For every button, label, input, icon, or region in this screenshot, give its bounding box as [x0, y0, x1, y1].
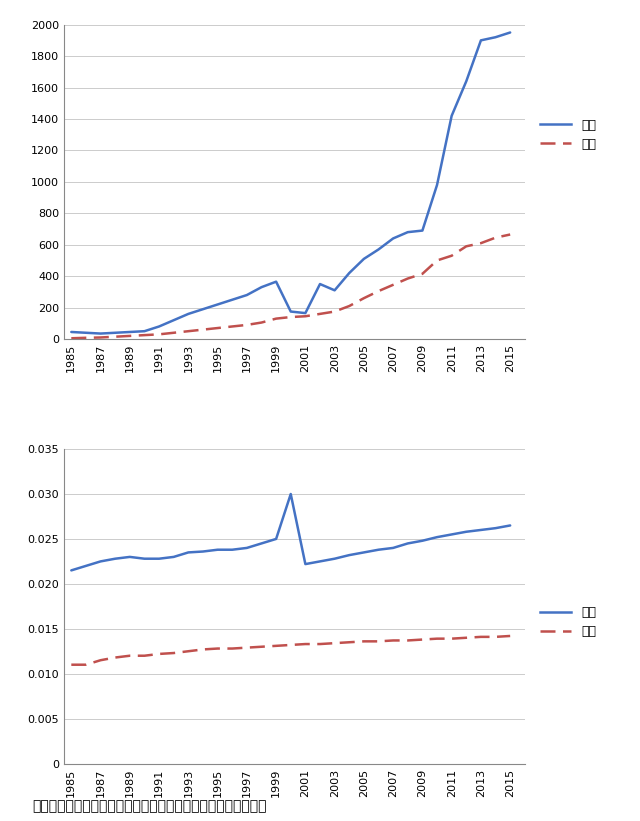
- Text: 昆明市经济密度（上）和人口密度（下）与全国平均水平对比图: 昆明市经济密度（上）和人口密度（下）与全国平均水平对比图: [32, 799, 266, 813]
- Legend: 昆明, 中国: 昆明, 中国: [535, 601, 602, 643]
- Legend: 昆明, 中国: 昆明, 中国: [535, 113, 602, 156]
